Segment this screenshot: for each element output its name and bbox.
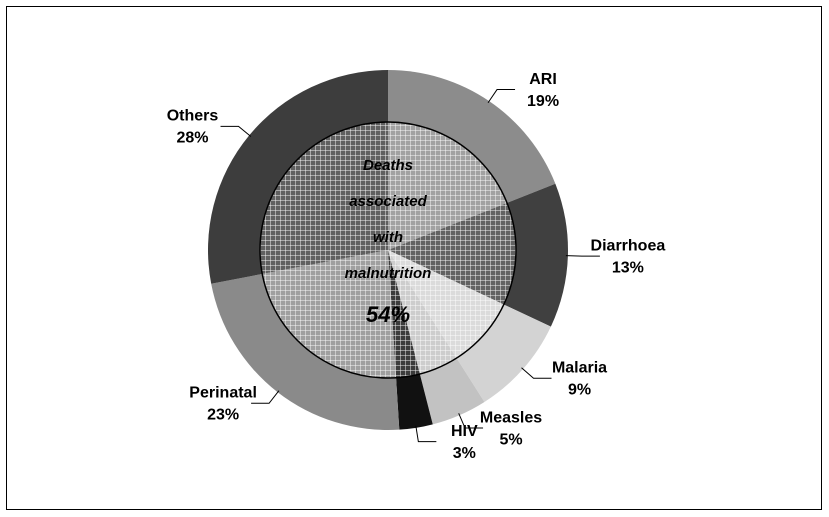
- leader-line: [521, 367, 552, 379]
- slice-label: ARI: [529, 71, 557, 88]
- annotation-line: with: [373, 229, 403, 246]
- slice-label: Measles: [480, 409, 542, 426]
- slice-value-label: 13%: [612, 259, 644, 276]
- slice-value-label: 23%: [207, 407, 239, 424]
- annotation-value: 54%: [366, 302, 410, 327]
- slice-label: Diarrhoea: [591, 237, 666, 254]
- leader-line: [487, 89, 516, 104]
- slice-label: Perinatal: [189, 385, 257, 402]
- inner-circle: [259, 121, 517, 379]
- slice-value-label: 5%: [499, 431, 522, 448]
- slice-label: HIV: [451, 423, 478, 440]
- slice-value-label: 28%: [177, 130, 209, 147]
- leader-line: [565, 255, 600, 257]
- leader-line: [458, 413, 484, 429]
- leader-line: [220, 125, 252, 137]
- annotation-line: malnutrition: [345, 265, 432, 282]
- annotation-line: Deaths: [363, 157, 413, 174]
- slice-value-label: 9%: [568, 382, 591, 399]
- slice-label: Malaria: [552, 360, 607, 377]
- slice-label: Others: [167, 108, 219, 125]
- slice-value-label: 19%: [527, 93, 559, 110]
- leader-line: [415, 425, 437, 443]
- slice-value-label: 3%: [453, 445, 476, 462]
- leader-line: [251, 390, 280, 404]
- annotation-line: associated: [349, 193, 427, 210]
